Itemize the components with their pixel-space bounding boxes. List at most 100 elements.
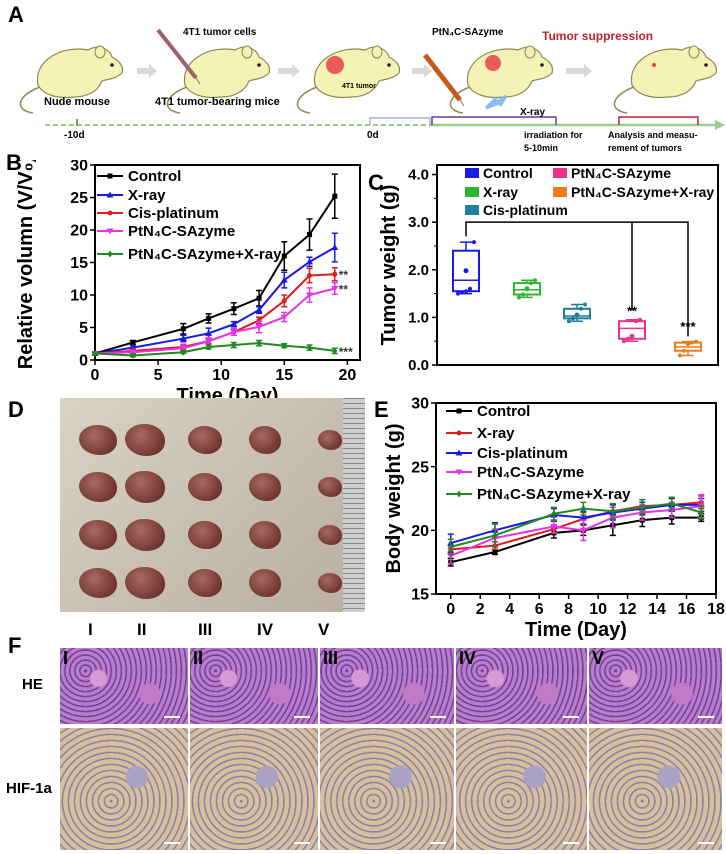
- box: [513, 282, 541, 296]
- x-tick-label: 15: [275, 367, 293, 384]
- data-point: [256, 295, 262, 301]
- significance-label: **: [339, 268, 349, 282]
- tumor-specimen: [318, 430, 342, 450]
- mouse-suppressed: [613, 45, 718, 114]
- x-tick-label: 0: [91, 367, 100, 384]
- row-label-hif: HIF-1a: [6, 780, 52, 797]
- data-point: [331, 244, 339, 251]
- x-tick-label: 5: [154, 367, 163, 384]
- panel-label-a: A: [8, 2, 24, 27]
- x-tick-label: 20: [338, 367, 356, 384]
- box-2: [563, 302, 591, 324]
- column-label: III: [323, 648, 339, 668]
- scale-bar: [430, 842, 446, 844]
- data-point: [551, 510, 557, 518]
- data-point: [306, 258, 314, 265]
- data-point: [579, 306, 583, 311]
- data-point: [332, 271, 338, 277]
- data-point: [529, 281, 533, 286]
- tumor-specimen: [249, 473, 281, 501]
- mean-point: [463, 268, 469, 274]
- data-point: [255, 324, 263, 331]
- data-point: [280, 276, 288, 283]
- data-point: [575, 313, 579, 317]
- x-tick-label: 2: [476, 601, 485, 618]
- data-point: [694, 339, 698, 344]
- y-axis-title: Tumor weight (g): [378, 185, 400, 346]
- legend-swatch: [465, 187, 479, 197]
- legend-label: PtN₄C-SAzyme+X-ray: [571, 184, 714, 200]
- data-point: [571, 316, 575, 321]
- series-line: [450, 516, 702, 564]
- data-point: [533, 278, 537, 283]
- row-label-he: HE: [22, 676, 43, 693]
- analysis-label-2: rement of tumors: [608, 143, 683, 153]
- data-point: [456, 490, 462, 498]
- data-point: [230, 329, 238, 336]
- data-point: [331, 286, 339, 292]
- irradiation-label-2: 5-10min: [524, 143, 559, 153]
- scale-bar: [164, 842, 180, 844]
- data-point: [622, 339, 626, 344]
- series-4: [447, 496, 705, 556]
- data-point: [231, 306, 237, 312]
- significance-label: ***: [339, 345, 353, 359]
- x-tick-label: 12: [619, 601, 637, 618]
- data-point: [456, 291, 460, 296]
- y-tick-label: 20: [411, 523, 429, 540]
- data-point: [130, 339, 136, 345]
- data-point: [521, 292, 525, 297]
- data-point: [92, 350, 98, 357]
- data-point: [472, 240, 476, 245]
- data-point: [307, 232, 313, 238]
- data-point: [690, 340, 694, 345]
- y-tick-label: 25: [411, 459, 429, 476]
- legend-label: X-ray: [477, 425, 515, 442]
- series-4: ***: [92, 339, 353, 359]
- y-tick-label: 15: [70, 255, 88, 272]
- y-tick-label: 3.0: [408, 214, 429, 231]
- legend-label: X-ray: [483, 184, 518, 200]
- x-tick-label: 6: [535, 601, 544, 618]
- data-point: [106, 191, 114, 198]
- legend-swatch: [553, 187, 567, 197]
- legend-label: PtN₄C-SAzyme: [128, 223, 235, 240]
- data-point: [456, 430, 462, 436]
- data-point: [630, 334, 634, 339]
- panel-label-f: F: [8, 633, 22, 658]
- he-image: II: [190, 648, 318, 724]
- panel-label-b: B: [6, 150, 22, 175]
- data-point: [464, 289, 468, 294]
- data-point: [256, 339, 262, 347]
- xray-icon: [484, 94, 508, 110]
- data-point: [332, 347, 338, 355]
- scale-bar: [294, 842, 310, 844]
- tumor-volume-chart: 0 5 10 15 20 0 5 10 15 20 25 30 Time (Day) Relative v…: [15, 160, 361, 400]
- column-label: V: [592, 648, 605, 668]
- group-label: IV: [257, 620, 274, 639]
- data-point: [332, 193, 338, 199]
- tumor-specimen: [79, 425, 117, 455]
- data-point: [306, 292, 314, 299]
- he-image: III: [320, 648, 454, 724]
- legend-label: PtN₄C-SAzyme: [571, 165, 671, 181]
- legend-label: PtN₄C-SAzyme+X-ray: [128, 246, 282, 263]
- tumor-specimen: [318, 525, 342, 545]
- nude-mouse-label: Nude mouse: [44, 96, 111, 108]
- tumor-specimen: [125, 519, 165, 551]
- data-point: [634, 319, 638, 324]
- data-point: [638, 317, 642, 322]
- syringe-icon: [156, 28, 201, 85]
- tumor-photo: [60, 398, 365, 612]
- data-point: [281, 342, 287, 350]
- tumor-specimen: [125, 424, 165, 456]
- legend-label: Cis-platinum: [128, 205, 219, 222]
- panel-label-c: C: [368, 170, 384, 195]
- group-label: III: [198, 620, 213, 639]
- x-tick-label: 16: [678, 601, 696, 618]
- tumor-specimen: [79, 520, 117, 550]
- data-point: [468, 286, 472, 291]
- data-point: [281, 298, 287, 304]
- box-1: [513, 278, 541, 300]
- data-point: [130, 351, 136, 359]
